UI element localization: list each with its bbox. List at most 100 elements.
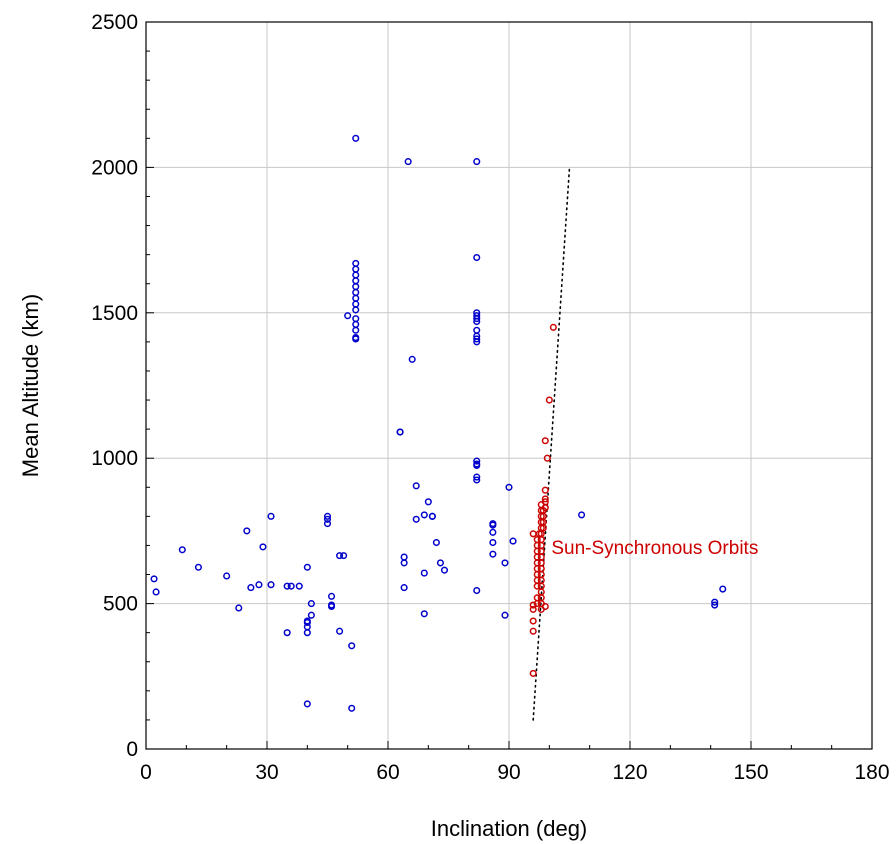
- data-point: [473, 461, 481, 470]
- data-point: [549, 323, 557, 331]
- data-point: [533, 594, 541, 602]
- data-point: [352, 320, 360, 328]
- data-point: [336, 627, 344, 635]
- x-tick-label: 0: [140, 761, 152, 784]
- data-point: [223, 572, 231, 580]
- tick-labels: 0 30 60 90 120 150 180 0 500 1000 1500 2000 2500: [91, 11, 889, 784]
- x-axis-title: Inclination (deg): [431, 816, 588, 841]
- x-tick-label: 120: [612, 761, 647, 784]
- data-point: [323, 520, 332, 528]
- axis-ticks: [145, 21, 873, 750]
- x-tick-label: 150: [733, 761, 768, 784]
- data-point: [432, 538, 440, 547]
- data-point: [247, 584, 255, 592]
- x-tick-label: 90: [497, 761, 520, 784]
- data-point: [303, 617, 311, 625]
- data-point: [243, 527, 251, 535]
- data-point: [352, 288, 360, 296]
- data-point: [352, 315, 360, 323]
- data-point: [327, 602, 336, 611]
- data-point: [473, 158, 481, 166]
- data-point: [352, 277, 360, 285]
- y-axis-title: Mean Altitude (km): [18, 294, 43, 477]
- data-point: [541, 498, 549, 506]
- data-point: [440, 566, 449, 574]
- data-point: [352, 335, 360, 343]
- y-tick-label: 500: [103, 593, 138, 616]
- data-point: [473, 338, 481, 346]
- data-point: [473, 476, 481, 484]
- series-2: [529, 323, 557, 677]
- data-point: [505, 483, 513, 491]
- y-tick-label: 2000: [91, 156, 138, 179]
- data-point: [235, 604, 243, 612]
- data-point: [344, 312, 352, 320]
- data-point: [323, 515, 332, 523]
- data-point: [473, 457, 481, 465]
- data-point: [473, 586, 481, 595]
- data-point: [404, 158, 412, 166]
- data-point: [267, 512, 275, 520]
- data-point: [352, 326, 360, 334]
- data-point: [400, 559, 408, 567]
- x-tick-label: 60: [376, 761, 399, 784]
- data-point: [489, 521, 497, 529]
- data-point: [259, 543, 267, 551]
- data-point: [340, 552, 348, 560]
- data-point: [194, 563, 202, 571]
- data-points: [150, 134, 727, 712]
- data-point: [578, 511, 586, 519]
- data-point: [541, 602, 549, 611]
- trend-line: [532, 166, 571, 721]
- data-point: [352, 259, 360, 267]
- data-point: [473, 335, 481, 343]
- data-point: [537, 530, 545, 538]
- data-point: [501, 559, 509, 567]
- gridlines: [146, 22, 872, 749]
- data-point: [295, 582, 303, 590]
- data-point: [529, 605, 537, 613]
- data-point: [545, 396, 553, 404]
- data-point: [267, 581, 275, 589]
- annotations: Sun-Synchronous Orbits: [551, 538, 758, 559]
- data-point: [152, 588, 160, 596]
- data-point: [348, 642, 356, 650]
- data-point: [283, 629, 291, 637]
- data-point: [420, 610, 428, 618]
- data-point: [287, 582, 295, 590]
- data-point: [711, 601, 719, 609]
- data-point: [352, 283, 360, 291]
- data-point: [412, 515, 420, 523]
- x-tick-label: 30: [255, 761, 278, 784]
- data-point: [420, 569, 428, 577]
- data-point: [307, 611, 315, 619]
- data-point: [489, 550, 497, 558]
- y-tick-label: 1000: [91, 447, 138, 470]
- x-tick-label: 180: [854, 761, 889, 784]
- data-point: [412, 482, 420, 490]
- data-point: [352, 271, 360, 279]
- data-point: [307, 600, 315, 608]
- data-point: [529, 669, 537, 677]
- data-point: [424, 498, 432, 506]
- data-point: [323, 512, 332, 520]
- data-point: [473, 253, 481, 262]
- data-point: [428, 512, 436, 520]
- data-point: [150, 575, 158, 583]
- data-point: [533, 536, 541, 544]
- data-point: [436, 559, 444, 567]
- data-point: [352, 294, 360, 302]
- data-point: [529, 601, 537, 609]
- data-point: [489, 528, 497, 536]
- data-point: [352, 134, 360, 142]
- data-point: [303, 700, 311, 708]
- data-point: [336, 552, 344, 560]
- data-point: [529, 530, 537, 538]
- data-point: [473, 473, 481, 481]
- data-point: [420, 511, 428, 519]
- data-point: [719, 585, 727, 593]
- data-point: [327, 592, 336, 600]
- data-point: [352, 300, 360, 308]
